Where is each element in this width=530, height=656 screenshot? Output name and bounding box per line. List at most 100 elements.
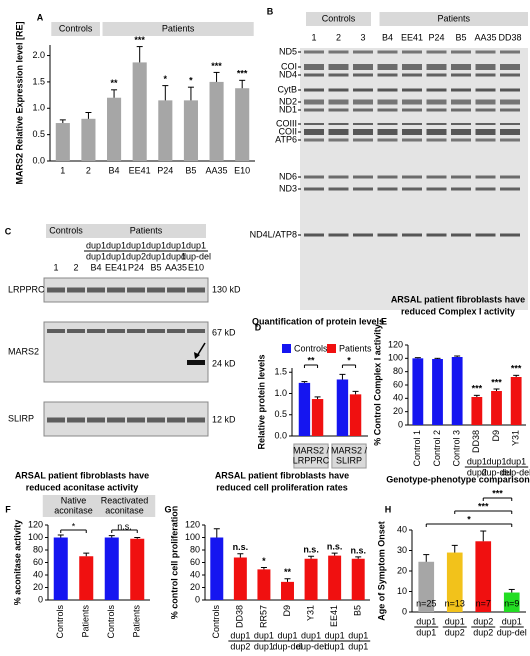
gel-band <box>426 138 447 142</box>
genotype: dup-del <box>481 467 511 477</box>
band-label: CytB <box>277 84 297 94</box>
pair-header-box <box>93 495 156 517</box>
panel-letter: E <box>381 316 387 326</box>
bar <box>328 555 342 600</box>
x-tick-label: D9 <box>282 605 292 617</box>
gel-band <box>328 233 349 237</box>
gel-band <box>451 233 471 237</box>
genotype: dup1 <box>254 630 274 640</box>
group-header-box <box>102 22 254 36</box>
y-tick-label: 100 <box>388 353 403 363</box>
band-label: COI <box>281 61 297 71</box>
bar <box>79 556 94 600</box>
gel-band <box>426 73 447 77</box>
blot-band <box>67 287 85 293</box>
gel-band <box>426 175 447 179</box>
group-header: Patients <box>437 13 470 23</box>
genotype: dup1 <box>126 240 146 250</box>
gel-band <box>304 73 324 77</box>
y-tick-label: 1.5 <box>32 76 45 86</box>
gel-band <box>377 187 398 191</box>
gel-band <box>475 50 496 54</box>
y-tick-label: 1.0 <box>32 103 45 113</box>
x-tick-label: 2 <box>86 165 91 175</box>
category-box <box>331 443 367 469</box>
group-header: Patients <box>162 23 195 33</box>
significance: *** <box>211 61 222 71</box>
gel-band <box>328 123 349 125</box>
y-tick-label: 20 <box>393 406 403 416</box>
lane-label: B4 <box>382 32 393 42</box>
gel-band <box>377 64 398 70</box>
blot-band <box>67 329 85 333</box>
bar <box>349 394 362 436</box>
gel-band <box>500 108 520 112</box>
blot-band <box>47 329 65 333</box>
bar <box>209 81 224 161</box>
pair-header-box <box>42 495 105 517</box>
band-label: ND2 <box>279 96 297 106</box>
x-tick-label: Controls <box>211 605 221 639</box>
x-tick-label: D9 <box>491 430 501 442</box>
y-tick-label: 40 <box>397 524 407 534</box>
bar <box>104 537 119 600</box>
pair-header: Native <box>61 495 87 505</box>
gel-band <box>500 175 520 179</box>
bar <box>55 123 70 161</box>
lane-label: 2 <box>336 32 341 42</box>
y-tick-label: 0 <box>402 606 407 616</box>
significance: ** <box>307 355 315 365</box>
legend-swatch <box>282 344 291 353</box>
bar <box>257 569 271 600</box>
gel-band <box>426 187 447 191</box>
gel-band <box>304 187 324 191</box>
row-label: MARS2 <box>8 346 39 356</box>
x-tick-label: dup2 <box>473 616 493 626</box>
gel-band <box>500 187 520 191</box>
significance: * <box>72 521 76 531</box>
chart-title: reduced cell proliferation rates <box>216 482 348 492</box>
significance: *** <box>134 35 145 45</box>
lane-label: P24 <box>428 32 444 42</box>
gel-band <box>475 64 496 70</box>
gel-band <box>402 108 422 112</box>
blot-band <box>107 287 125 293</box>
x-tick-label: B4 <box>109 165 120 175</box>
group-header: Patients <box>130 225 163 235</box>
genotype: dup1 <box>186 240 206 250</box>
blot-band <box>187 287 205 293</box>
x-tick-label: B5 <box>353 605 363 616</box>
lane-label: AA35 <box>474 32 496 42</box>
gel-band <box>304 88 324 92</box>
x-tick-label: dup1 <box>502 616 522 626</box>
gel-band <box>328 73 349 77</box>
band-label: ATP6 <box>275 134 297 144</box>
y-tick-label: 20 <box>190 582 200 592</box>
blot-band <box>127 287 145 293</box>
y-tick-label: 0 <box>195 594 200 604</box>
gel-band <box>377 108 398 112</box>
bar <box>432 359 443 425</box>
gel-band <box>426 50 447 54</box>
gel-band <box>451 187 471 191</box>
gel-band <box>328 108 349 112</box>
gel-band <box>353 50 373 54</box>
gel-band <box>353 73 373 77</box>
x-tick-label: Control 2 <box>432 430 442 467</box>
band-label: ND4L/ATP8 <box>250 229 297 239</box>
y-tick-label: 80 <box>190 544 200 554</box>
y-tick-label: 1.5 <box>274 367 287 377</box>
lane-label: B5 <box>150 262 161 272</box>
bar <box>475 541 492 612</box>
y-tick-label: 40 <box>33 569 43 579</box>
chart-title: reduced Complex I activity <box>401 306 515 316</box>
x-tick-label: dup1 <box>445 616 465 626</box>
y-tick-label: 0.0 <box>32 155 45 165</box>
panel-letter: F <box>5 504 11 514</box>
genotype: dup1 <box>506 456 526 466</box>
bar <box>471 397 483 425</box>
significance: n.s. <box>117 521 132 531</box>
y-tick-label: 100 <box>28 532 43 542</box>
gel-band <box>304 50 324 54</box>
genotype: dup-del <box>272 641 302 651</box>
